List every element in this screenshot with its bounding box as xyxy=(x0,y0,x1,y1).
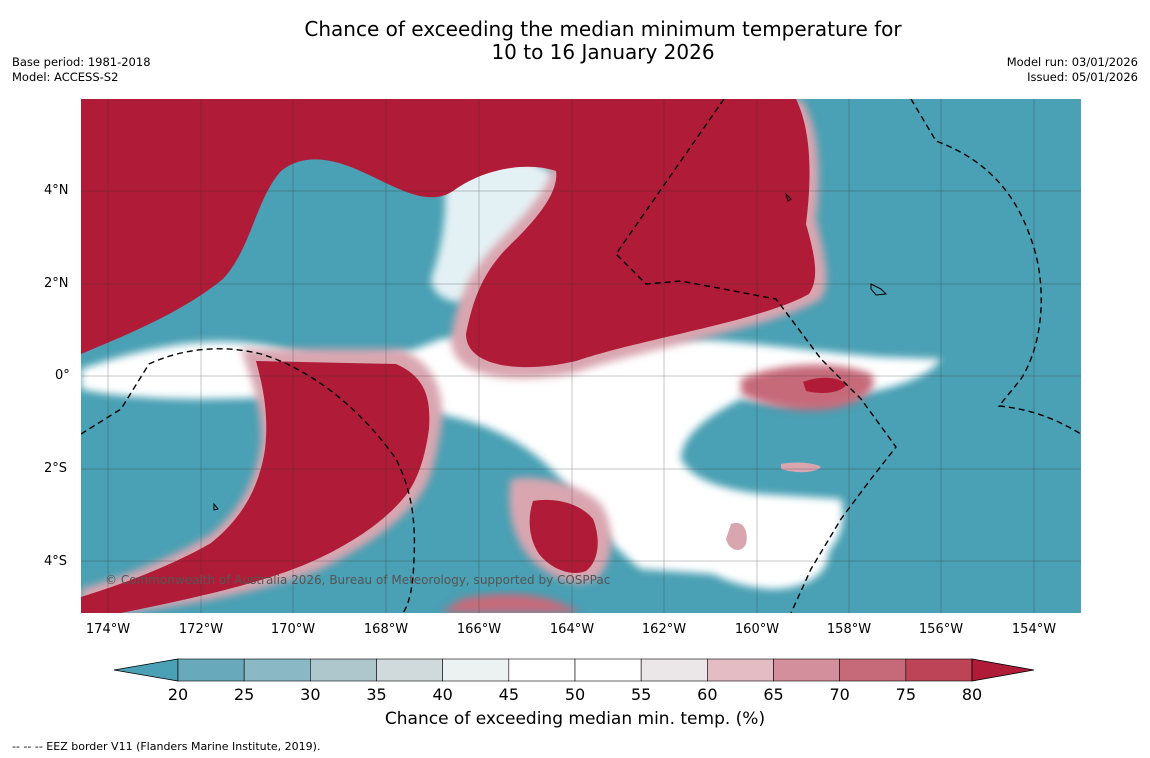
model-name: Model: ACCESS-S2 xyxy=(12,70,119,84)
lon-label-158w: 158°W xyxy=(826,622,872,637)
lon-label-160w: 160°W xyxy=(734,622,780,637)
colorbar-segment xyxy=(839,658,907,682)
colorbar-segment xyxy=(310,658,377,682)
neutral-white-zones xyxy=(81,149,941,589)
lon-label-172w: 172°W xyxy=(178,622,224,637)
lat-label-4n: 4°N xyxy=(44,183,69,198)
colorbar-segment xyxy=(177,658,245,682)
lon-label-164w: 164°W xyxy=(549,622,595,637)
lon-label-168w: 168°W xyxy=(363,622,409,637)
colorbar-tick-label: 50 xyxy=(564,685,586,704)
colorbar-segment xyxy=(574,658,642,682)
title-line-2: 10 to 16 January 2026 xyxy=(491,40,715,64)
chart-title: Chance of exceeding the median minimum t… xyxy=(0,18,1150,64)
lat-label-4s: 4°S xyxy=(44,554,68,569)
colorbar-tick-label: 70 xyxy=(829,685,850,704)
meta-right: Model run: 03/01/2026 Issued: 05/01/2026 xyxy=(1007,55,1138,85)
lat-label-2n: 2°N xyxy=(44,276,69,291)
colorbar-segment xyxy=(707,658,774,682)
colorbar-segment xyxy=(905,658,973,682)
lon-label-154w: 154°W xyxy=(1011,622,1057,637)
colorbar-segment xyxy=(442,658,510,682)
colorbar-graphic xyxy=(113,658,1035,682)
meta-left: Base period: 1981-2018 Model: ACCESS-S2 xyxy=(12,55,151,85)
colorbar-tick-label: 40 xyxy=(432,685,453,704)
colorbar-segment xyxy=(243,658,311,682)
lat-label-2s: 2°S xyxy=(44,461,68,476)
colorbar-tick-label: 80 xyxy=(961,685,983,704)
colorbar-segment xyxy=(508,658,576,682)
graticule xyxy=(81,99,1081,613)
lon-label-170w: 170°W xyxy=(270,622,316,637)
model-run: Model run: 03/01/2026 xyxy=(1006,55,1138,69)
colorbar-segment xyxy=(640,658,708,682)
colorbar-segment xyxy=(773,658,840,682)
colorbar-tick-label: 30 xyxy=(300,685,321,704)
lon-label-156w: 156°W xyxy=(918,622,964,637)
colorbar-segment xyxy=(376,658,443,682)
colorbar-tick-label: 65 xyxy=(763,685,784,704)
colorbar-left-arrow xyxy=(113,658,179,682)
colorbar-tick-label: 60 xyxy=(697,685,718,704)
lon-label-162w: 162°W xyxy=(641,622,687,637)
base-period: Base period: 1981-2018 xyxy=(12,55,151,69)
colorbar-tick-label: 55 xyxy=(630,685,652,704)
colorbar-tick-label: 75 xyxy=(895,685,917,704)
lon-label-174w: 174°W xyxy=(85,622,131,637)
lat-label-equator: 0° xyxy=(55,368,70,383)
islands xyxy=(213,192,888,511)
issued-date: Issued: 05/01/2026 xyxy=(1027,70,1138,84)
lon-label-166w: 166°W xyxy=(456,622,502,637)
colorbar-tick-label: 25 xyxy=(233,685,255,704)
title-line-1: Chance of exceeding the median minimum t… xyxy=(304,17,902,41)
colorbar-tick-label: 35 xyxy=(366,685,387,704)
colorbar-right-arrow xyxy=(971,658,1035,682)
footer-legend-note: -- -- -- EEZ border V11 (Flanders Marine… xyxy=(12,740,321,753)
forecast-map xyxy=(81,99,1081,613)
colorbar xyxy=(112,656,1038,690)
colorbar-tick-label: 45 xyxy=(498,685,520,704)
colorbar-label: Chance of exceeding median min. temp. (%… xyxy=(384,709,766,729)
eez-borders xyxy=(81,99,1081,613)
map-canvas xyxy=(81,99,1081,613)
colorbar-tick-label: 20 xyxy=(167,685,189,704)
copyright-notice: © Commonwealth of Australia 2026, Bureau… xyxy=(105,573,611,587)
